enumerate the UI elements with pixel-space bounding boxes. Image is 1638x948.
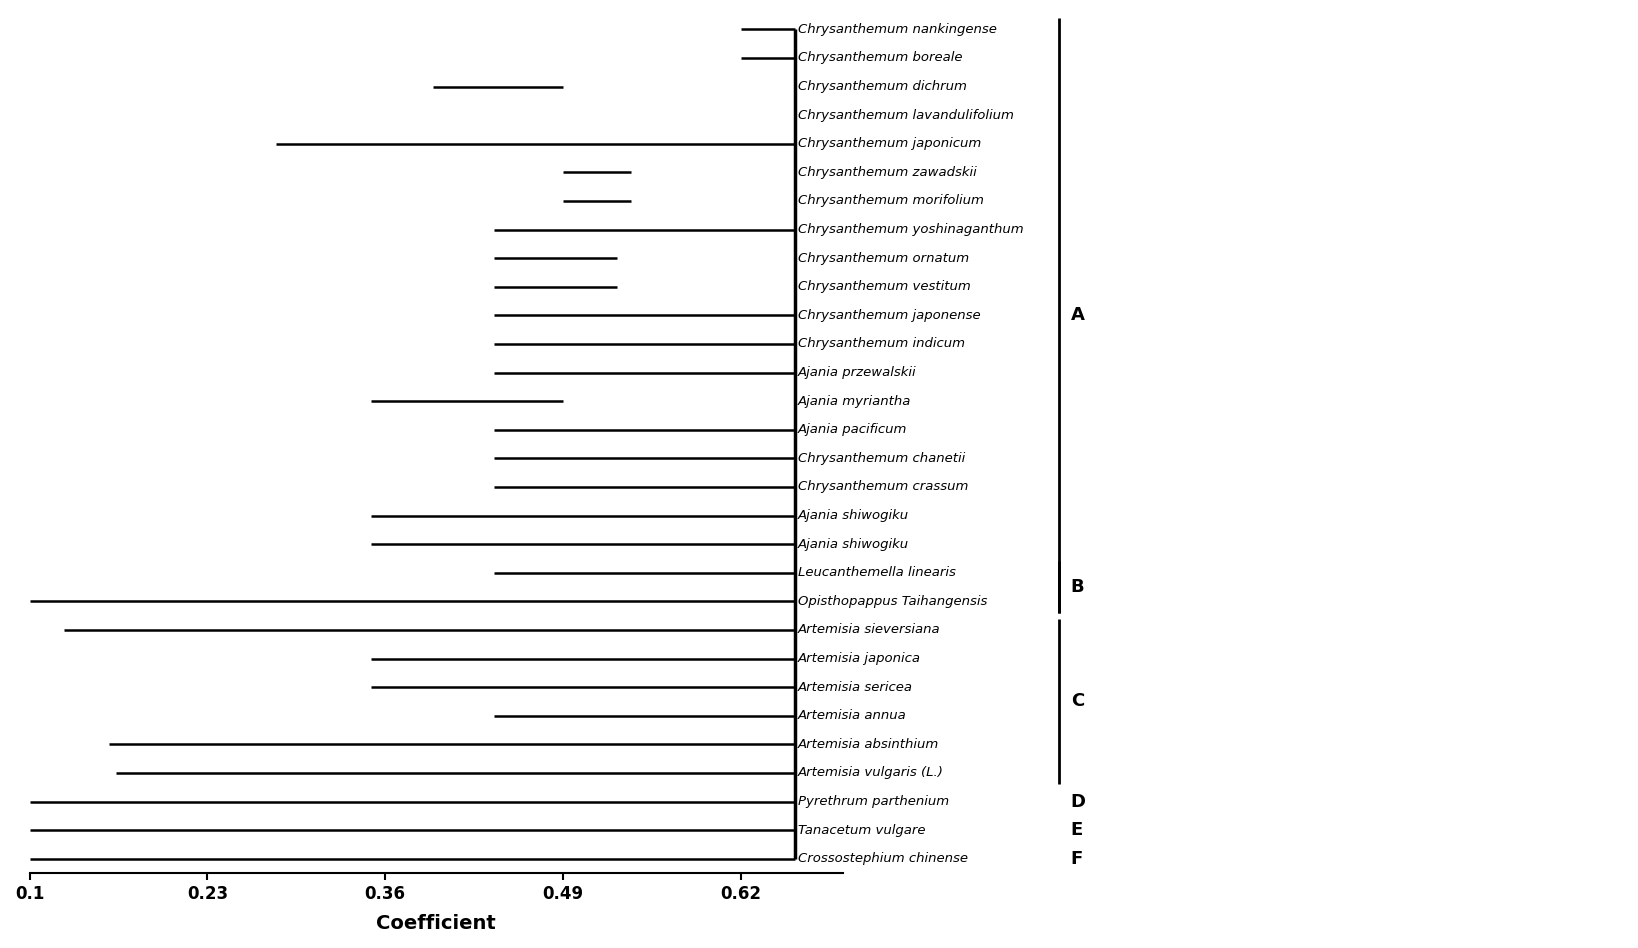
Text: Opisthopappus Taihangensis: Opisthopappus Taihangensis [798, 594, 988, 608]
Text: Ajania shiwogiku: Ajania shiwogiku [798, 509, 909, 522]
Text: Chrysanthemum indicum: Chrysanthemum indicum [798, 337, 965, 351]
Text: Chrysanthemum yoshinaganthum: Chrysanthemum yoshinaganthum [798, 223, 1024, 236]
Text: Chrysanthemum crassum: Chrysanthemum crassum [798, 481, 968, 494]
Text: Artemisia absinthium: Artemisia absinthium [798, 738, 939, 751]
Text: Chrysanthemum japonicum: Chrysanthemum japonicum [798, 137, 981, 150]
Text: Artemisia sericea: Artemisia sericea [798, 681, 912, 694]
Text: Ajania przewalskii: Ajania przewalskii [798, 366, 917, 379]
Text: Artemisia vulgaris (L.): Artemisia vulgaris (L.) [798, 767, 943, 779]
Text: A: A [1071, 306, 1084, 324]
Text: Chrysanthemum ornatum: Chrysanthemum ornatum [798, 251, 970, 264]
Text: Chrysanthemum nankingense: Chrysanthemum nankingense [798, 23, 998, 36]
Text: Crossostephium chinense: Crossostephium chinense [798, 852, 968, 866]
Text: C: C [1071, 692, 1084, 710]
Text: Ajania pacificum: Ajania pacificum [798, 423, 907, 436]
Text: E: E [1071, 821, 1083, 839]
Text: F: F [1071, 849, 1083, 867]
Text: D: D [1071, 793, 1086, 811]
Text: Artemisia sieversiana: Artemisia sieversiana [798, 624, 940, 636]
Text: Chrysanthemum lavandulifolium: Chrysanthemum lavandulifolium [798, 109, 1014, 121]
Text: Chrysanthemum chanetii: Chrysanthemum chanetii [798, 452, 965, 465]
X-axis label: Coefficient: Coefficient [377, 914, 496, 933]
Text: Artemisia japonica: Artemisia japonica [798, 652, 921, 665]
Text: B: B [1071, 578, 1084, 596]
Text: Chrysanthemum morifolium: Chrysanthemum morifolium [798, 194, 984, 208]
Text: Chrysanthemum japonense: Chrysanthemum japonense [798, 309, 981, 321]
Text: Tanacetum vulgare: Tanacetum vulgare [798, 824, 925, 837]
Text: Ajania shiwogiku: Ajania shiwogiku [798, 538, 909, 551]
Text: Chrysanthemum zawadskii: Chrysanthemum zawadskii [798, 166, 976, 179]
Text: Chrysanthemum boreale: Chrysanthemum boreale [798, 51, 963, 64]
Text: Leucanthemella linearis: Leucanthemella linearis [798, 566, 957, 579]
Text: Artemisia annua: Artemisia annua [798, 709, 907, 722]
Text: Ajania myriantha: Ajania myriantha [798, 394, 911, 408]
Text: Chrysanthemum dichrum: Chrysanthemum dichrum [798, 80, 966, 93]
Text: Pyrethrum parthenium: Pyrethrum parthenium [798, 795, 948, 808]
Text: Chrysanthemum vestitum: Chrysanthemum vestitum [798, 281, 971, 293]
